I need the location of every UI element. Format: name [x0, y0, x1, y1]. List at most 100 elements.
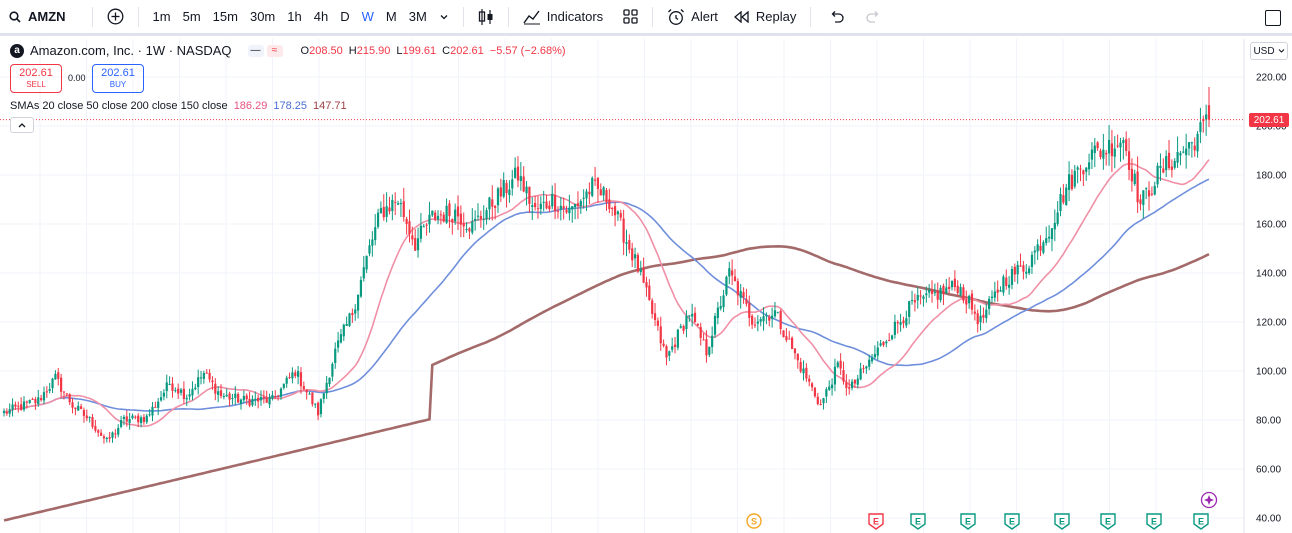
candle-body	[739, 291, 742, 298]
candle	[1079, 164, 1082, 182]
alert-button[interactable]: Alert	[661, 0, 724, 35]
undo-button[interactable]	[823, 0, 851, 35]
candle-body	[913, 300, 916, 303]
candle-body	[622, 218, 625, 243]
redo-button[interactable]	[859, 0, 887, 35]
symbol-title[interactable]: Amazon.com, Inc. · 1W · NASDAQ	[30, 43, 232, 58]
candle-body	[905, 318, 908, 326]
earnings-event-icon[interactable]: E	[1004, 513, 1020, 530]
candle-body	[1096, 142, 1099, 149]
candle-body	[676, 329, 679, 348]
candle	[999, 286, 1002, 292]
currency-selector[interactable]: USD	[1250, 42, 1288, 60]
candle	[285, 375, 288, 388]
candle-body	[719, 306, 722, 309]
candle	[476, 203, 480, 221]
chart-canvas[interactable]: 40.00 60.00 80.00 100.00 120.00 140.00 160.00 1…	[0, 39, 1292, 533]
interval-15m[interactable]: 15m	[212, 9, 238, 24]
svg-text:E: E	[1198, 517, 1204, 527]
interval-m[interactable]: M	[385, 9, 397, 24]
candle-body	[548, 205, 551, 210]
candle-body	[1130, 168, 1134, 182]
undo-icon	[831, 10, 844, 23]
candle	[28, 399, 31, 405]
symbol-search[interactable]: AMZN	[0, 0, 66, 35]
candle	[605, 187, 608, 211]
candle	[890, 334, 894, 341]
interval-d[interactable]: D	[340, 9, 350, 24]
sma-legend[interactable]: SMAs 20 close 50 close 200 close 150 clo…	[10, 100, 347, 112]
earnings-event-icon[interactable]: E	[960, 513, 976, 530]
candle	[245, 393, 248, 405]
candle	[151, 401, 154, 422]
candle-body	[616, 211, 620, 215]
earnings-event-icon[interactable]: E	[1054, 513, 1070, 530]
fullscreen-icon[interactable]	[1265, 10, 1281, 26]
candle-body	[148, 414, 151, 416]
badge-minus[interactable]: —	[247, 44, 264, 57]
chart-type-button[interactable]	[472, 0, 500, 35]
compare-button[interactable]	[101, 0, 130, 35]
candle	[585, 188, 588, 211]
interval-3m[interactable]: 3M	[408, 9, 427, 24]
candle-body	[522, 176, 525, 192]
buy-button[interactable]: 202.61 BUY	[92, 64, 144, 93]
candle-body	[62, 391, 66, 393]
candle-body	[416, 238, 420, 251]
templates-button[interactable]	[617, 0, 644, 35]
sell-button[interactable]: 202.61 SELL	[10, 64, 62, 93]
candle-body	[199, 377, 203, 379]
interval-5m[interactable]: 5m	[182, 9, 201, 24]
candle-body	[237, 394, 240, 403]
candle-body	[725, 276, 728, 295]
candle-body	[773, 310, 777, 317]
candle	[211, 376, 214, 390]
badge-approx[interactable]: ≈	[266, 44, 283, 57]
candle	[679, 323, 682, 329]
candle-body	[870, 357, 874, 362]
candle	[1093, 138, 1096, 168]
candle-body	[1142, 190, 1145, 206]
interval-30m[interactable]: 30m	[249, 9, 276, 24]
interval-4h[interactable]: 4h	[313, 9, 329, 24]
earnings-event-icon[interactable]: E	[868, 513, 884, 530]
collapse-legend-button[interactable]	[10, 117, 34, 133]
candle	[645, 276, 648, 297]
add-event-icon[interactable]	[1200, 491, 1218, 509]
candle	[953, 270, 956, 292]
candle-body	[1167, 152, 1171, 169]
candle	[793, 348, 797, 360]
candle-body	[988, 298, 991, 310]
interval-w[interactable]: W	[361, 9, 374, 24]
candle-body	[613, 206, 617, 216]
indicators-button[interactable]: Indicators	[517, 0, 609, 35]
candle-body	[731, 270, 734, 276]
candle-body	[365, 255, 368, 270]
replay-button[interactable]: Replay	[728, 0, 802, 35]
earnings-event-icon[interactable]: E	[1193, 513, 1209, 530]
candle	[305, 389, 308, 400]
candle	[748, 295, 751, 327]
candle	[534, 195, 537, 211]
candle	[756, 315, 759, 332]
earnings-event-icon[interactable]: E	[1146, 513, 1162, 530]
candle-body	[328, 377, 331, 385]
candle-body	[322, 393, 325, 399]
candle	[1099, 148, 1102, 160]
candle-body	[25, 401, 28, 403]
price-chart[interactable]: 40.00 60.00 80.00 100.00 120.00 140.00 160.00 1…	[0, 39, 1292, 533]
candle	[1005, 269, 1008, 290]
earnings-event-icon[interactable]: E	[910, 513, 926, 530]
candle	[291, 367, 294, 384]
candle	[708, 346, 711, 358]
candle	[60, 373, 63, 398]
earnings-event-icon[interactable]: E	[1100, 513, 1116, 530]
candle-body	[1110, 143, 1114, 157]
candle	[228, 391, 231, 407]
price-tick-label: 220.00	[1256, 73, 1287, 84]
interval-dropdown[interactable]	[433, 0, 455, 35]
interval-1h[interactable]: 1h	[287, 9, 302, 24]
split-event-icon[interactable]: S	[746, 513, 762, 529]
interval-1m[interactable]: 1m	[152, 9, 171, 24]
candle-body	[159, 397, 163, 401]
